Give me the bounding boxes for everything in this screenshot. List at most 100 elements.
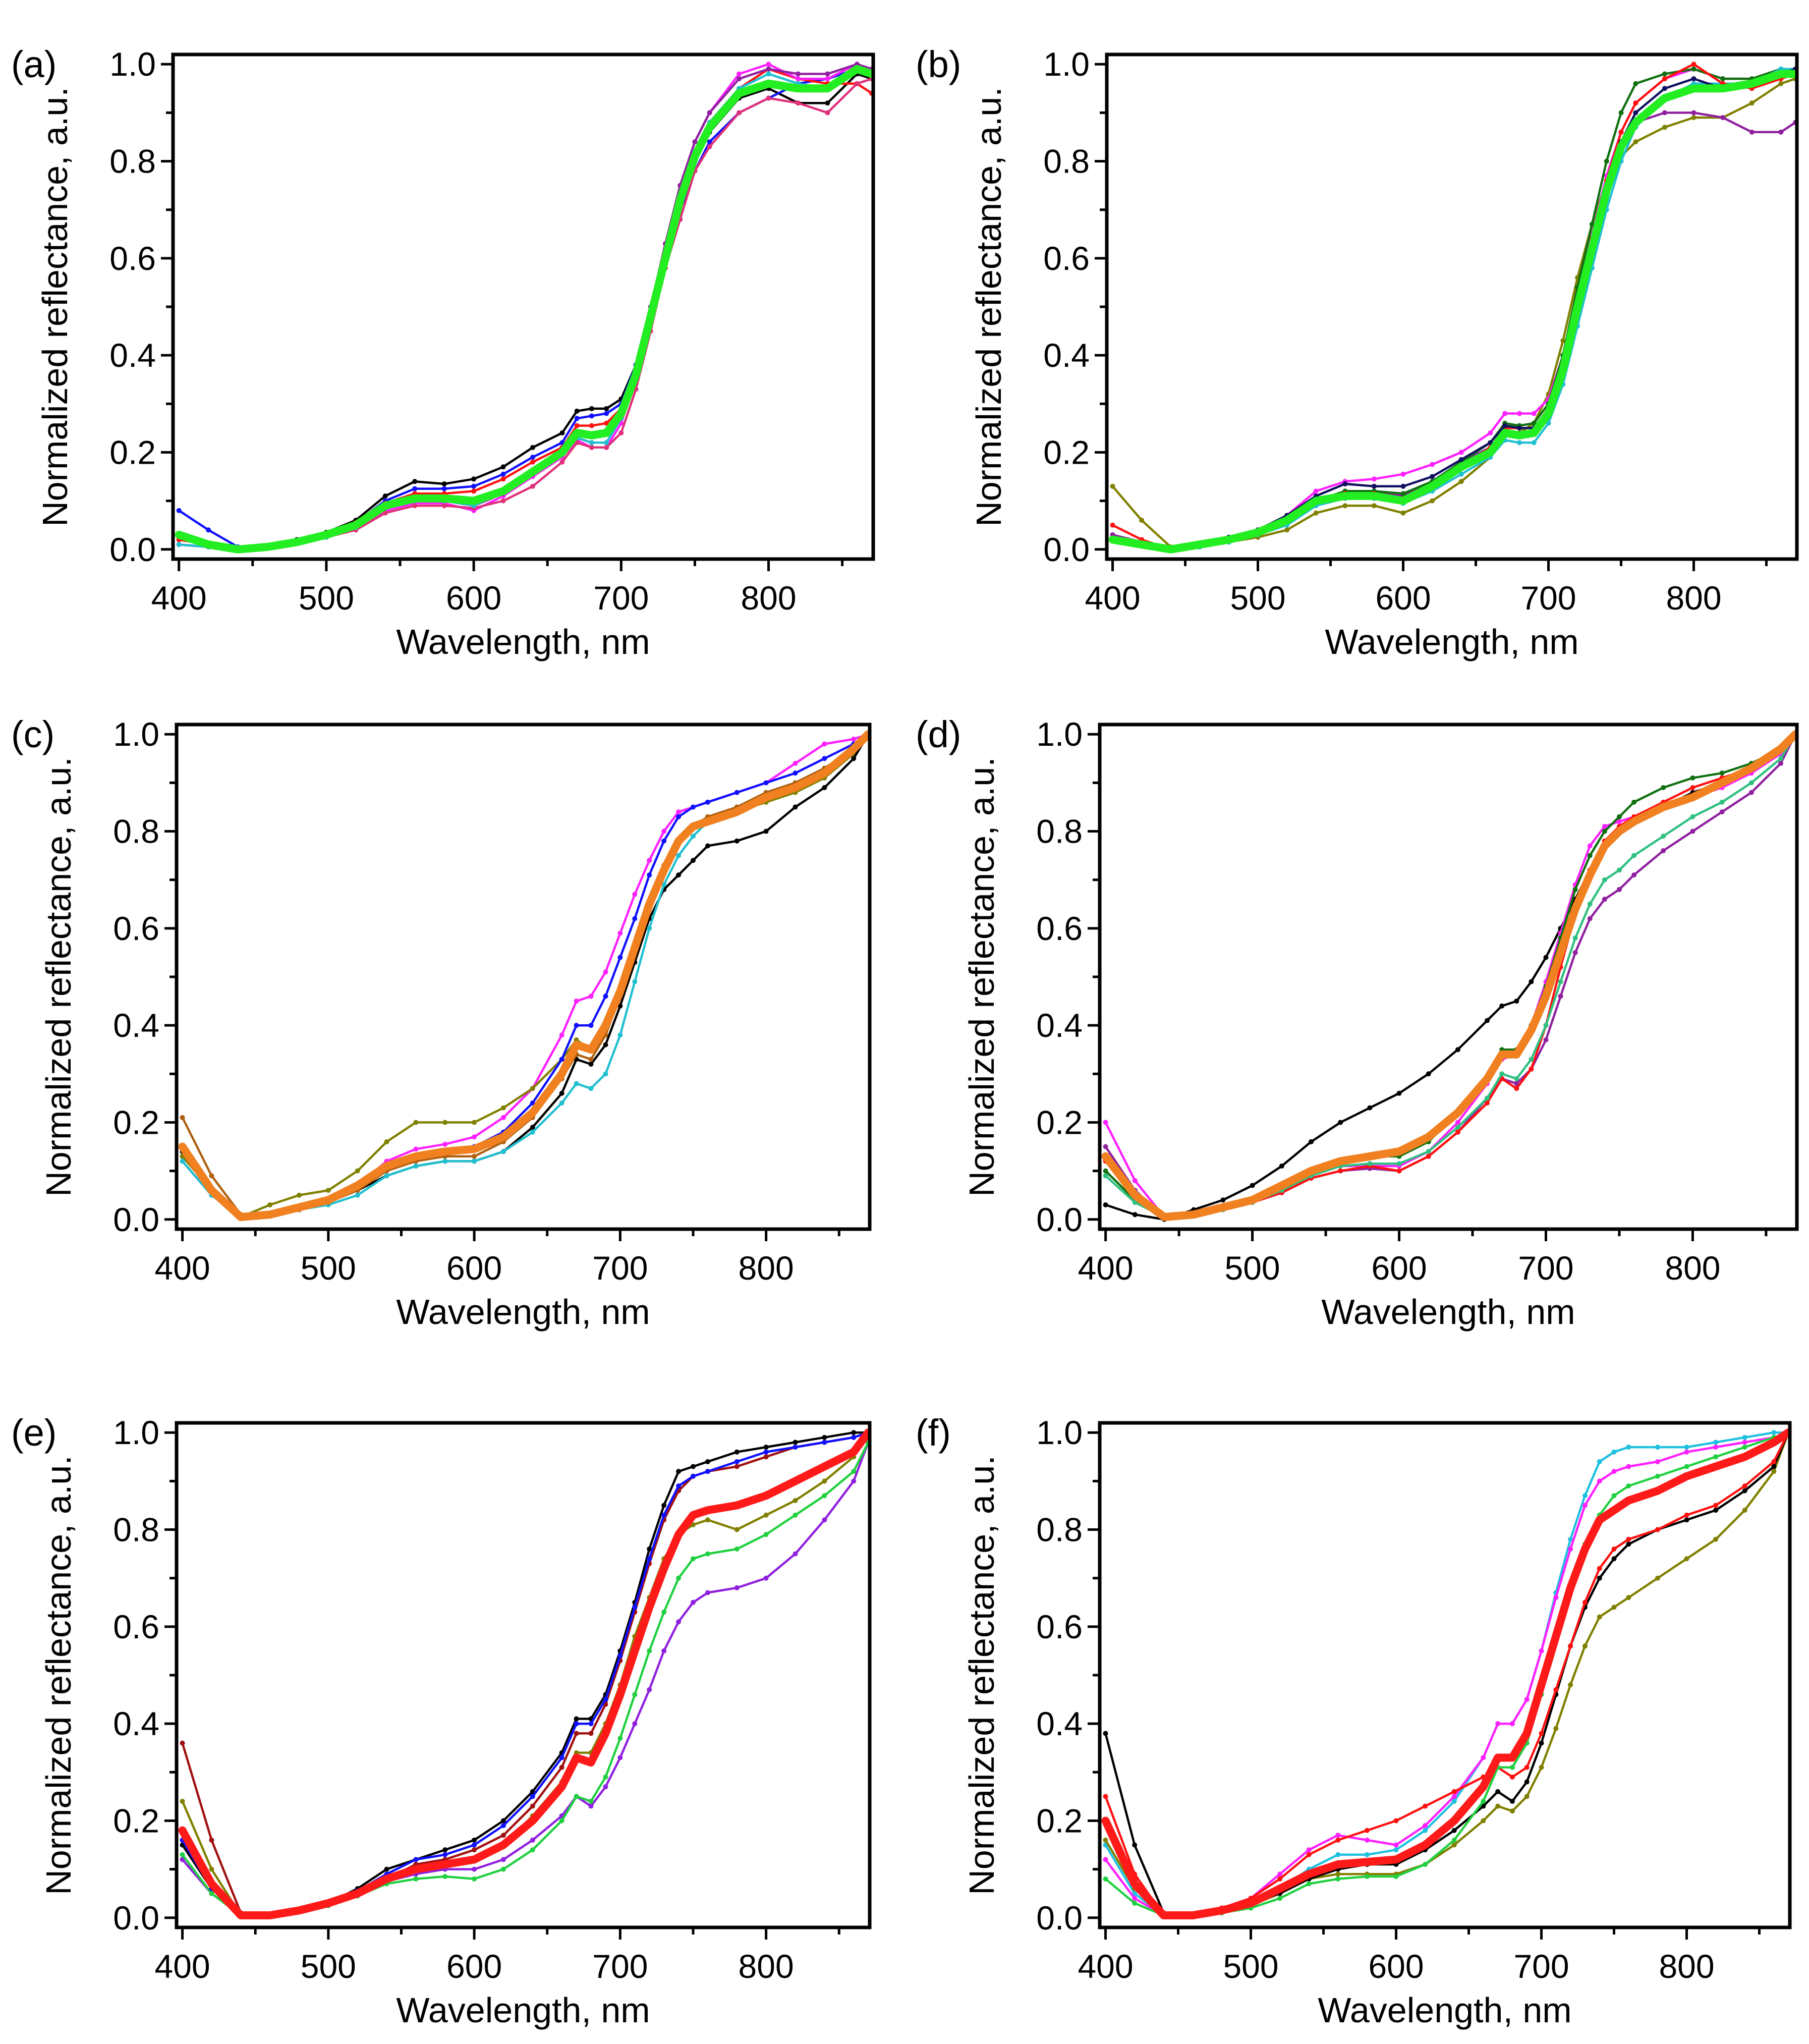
data-point-cyan — [559, 1100, 564, 1106]
x-tick-label: 500 — [1230, 579, 1285, 617]
data-point-cyan — [604, 440, 609, 446]
data-point-magenta — [1455, 1120, 1460, 1125]
data-point-teal — [1367, 1161, 1373, 1167]
data-point-olive — [1110, 483, 1115, 489]
data-point-blue — [559, 1057, 564, 1062]
data-point-olive — [267, 1202, 273, 1207]
data-point-green — [500, 1866, 506, 1872]
data-point-magenta — [413, 1146, 419, 1152]
x-tick-label: 700 — [1520, 579, 1576, 617]
data-point-blue — [734, 1459, 740, 1464]
data-point-cyan — [1451, 1799, 1457, 1804]
data-point-olive — [180, 1799, 185, 1804]
data-point-olive — [1713, 1536, 1719, 1542]
data-point-blue — [574, 1721, 579, 1727]
data-point-cyan — [766, 71, 771, 77]
y-tick-label: 0.4 — [113, 1007, 159, 1044]
data-point-red — [1455, 1129, 1460, 1135]
data-point-cyan — [530, 1129, 535, 1135]
spectrum-line-olive — [1104, 1431, 1790, 1917]
data-point-dark-green — [1602, 828, 1607, 834]
data-point-red — [1524, 1764, 1530, 1770]
data-point-purple — [1543, 1037, 1549, 1042]
data-point-magenta — [676, 809, 682, 815]
spectrum-line-magenta — [1104, 1431, 1790, 1917]
data-point-blue — [588, 1721, 594, 1727]
data-point-cyan — [1771, 1430, 1777, 1435]
data-point-olive — [1553, 1726, 1559, 1731]
data-point-magenta — [1400, 471, 1406, 477]
data-point-purple — [705, 1590, 710, 1595]
data-point-green — [1364, 1874, 1370, 1880]
data-point-blue — [793, 770, 798, 776]
y-tick-label: 0.0 — [109, 531, 156, 568]
data-point-blue — [589, 413, 594, 419]
data-point-olive — [1560, 338, 1566, 344]
mean-spectrum-line — [178, 730, 870, 1221]
y-axis-label: Normalized reflectance, a.u. — [962, 757, 1001, 1197]
data-point-purple — [530, 1837, 535, 1843]
data-point-green — [1335, 1876, 1341, 1882]
data-point-purple — [1691, 110, 1697, 116]
spectrum-line-blue — [181, 1431, 870, 1917]
data-point-dark-red — [472, 1847, 477, 1853]
data-point-green — [1132, 1900, 1138, 1906]
data-point-teal — [1103, 1173, 1108, 1179]
data-point-purple — [632, 1721, 638, 1727]
data-point-purple — [690, 1599, 696, 1605]
data-point-red — [1393, 1818, 1399, 1824]
data-point-black — [1455, 1047, 1460, 1053]
data-point-teal — [1661, 834, 1666, 839]
y-tick-label: 0.2 — [113, 1103, 159, 1141]
data-point-purple — [1719, 809, 1725, 815]
data-point-blue — [574, 416, 580, 421]
data-point-black — [661, 1503, 667, 1508]
data-point-black — [734, 1449, 740, 1455]
panel-label: (b) — [916, 43, 961, 85]
data-point-black — [1713, 1508, 1719, 1513]
data-point-purple — [763, 1575, 769, 1581]
data-point-blue — [617, 1653, 623, 1659]
data-point-olive — [690, 1522, 696, 1527]
y-tick-label: 0.8 — [1036, 1511, 1083, 1549]
data-point-olive — [500, 1105, 506, 1111]
data-point-black — [793, 804, 798, 810]
y-axis-label: Normalized reflectance, a.u. — [39, 1455, 78, 1895]
panel-a: 400 500 600 700 800 0.0 0.2 0.4 0.6 0.8 1.0 Wavelen… — [11, 43, 875, 661]
data-point-red — [1451, 1789, 1457, 1794]
spectrum-line-dark-green — [1104, 733, 1797, 1219]
data-point-red — [1364, 1828, 1370, 1833]
data-point-cyan — [574, 1081, 579, 1086]
data-point-navy — [1633, 110, 1638, 116]
data-point-purple — [1558, 993, 1563, 999]
data-point-magenta — [632, 892, 638, 897]
data-point-olive — [1582, 1643, 1588, 1649]
data-point-olive — [1495, 1803, 1501, 1809]
data-point-pink — [604, 445, 609, 450]
data-point-olive — [1597, 1614, 1602, 1620]
data-point-navy — [1662, 86, 1667, 91]
data-point-teal — [1529, 1057, 1534, 1062]
data-point-teal — [1690, 814, 1695, 819]
data-point-olive — [1691, 115, 1697, 120]
data-point-black — [382, 493, 388, 499]
data-point-purple — [1572, 950, 1578, 955]
data-point-olive — [1633, 139, 1638, 145]
data-point-magenta — [1509, 1721, 1515, 1727]
data-point-olive — [1524, 1794, 1530, 1799]
data-point-olive — [325, 1188, 331, 1193]
data-point-magenta — [1423, 1823, 1428, 1829]
data-point-red — [1633, 100, 1638, 106]
data-point-pink — [530, 483, 535, 489]
data-point-blue — [530, 1100, 535, 1106]
y-tick-label: 0.8 — [113, 813, 159, 850]
data-point-magenta — [1306, 1847, 1312, 1853]
data-point-red — [589, 423, 594, 428]
data-point-green — [574, 1794, 579, 1799]
panel-d: 400 500 600 700 800 0.0 0.2 0.4 0.6 0.8 1.0 Wavelen… — [916, 713, 1799, 1332]
data-point-black — [1495, 1789, 1501, 1794]
spectrum-line-magenta — [1104, 733, 1797, 1219]
data-point-green — [1423, 1862, 1428, 1867]
data-point-teal — [1485, 1095, 1490, 1101]
data-point-red — [1514, 1086, 1519, 1091]
